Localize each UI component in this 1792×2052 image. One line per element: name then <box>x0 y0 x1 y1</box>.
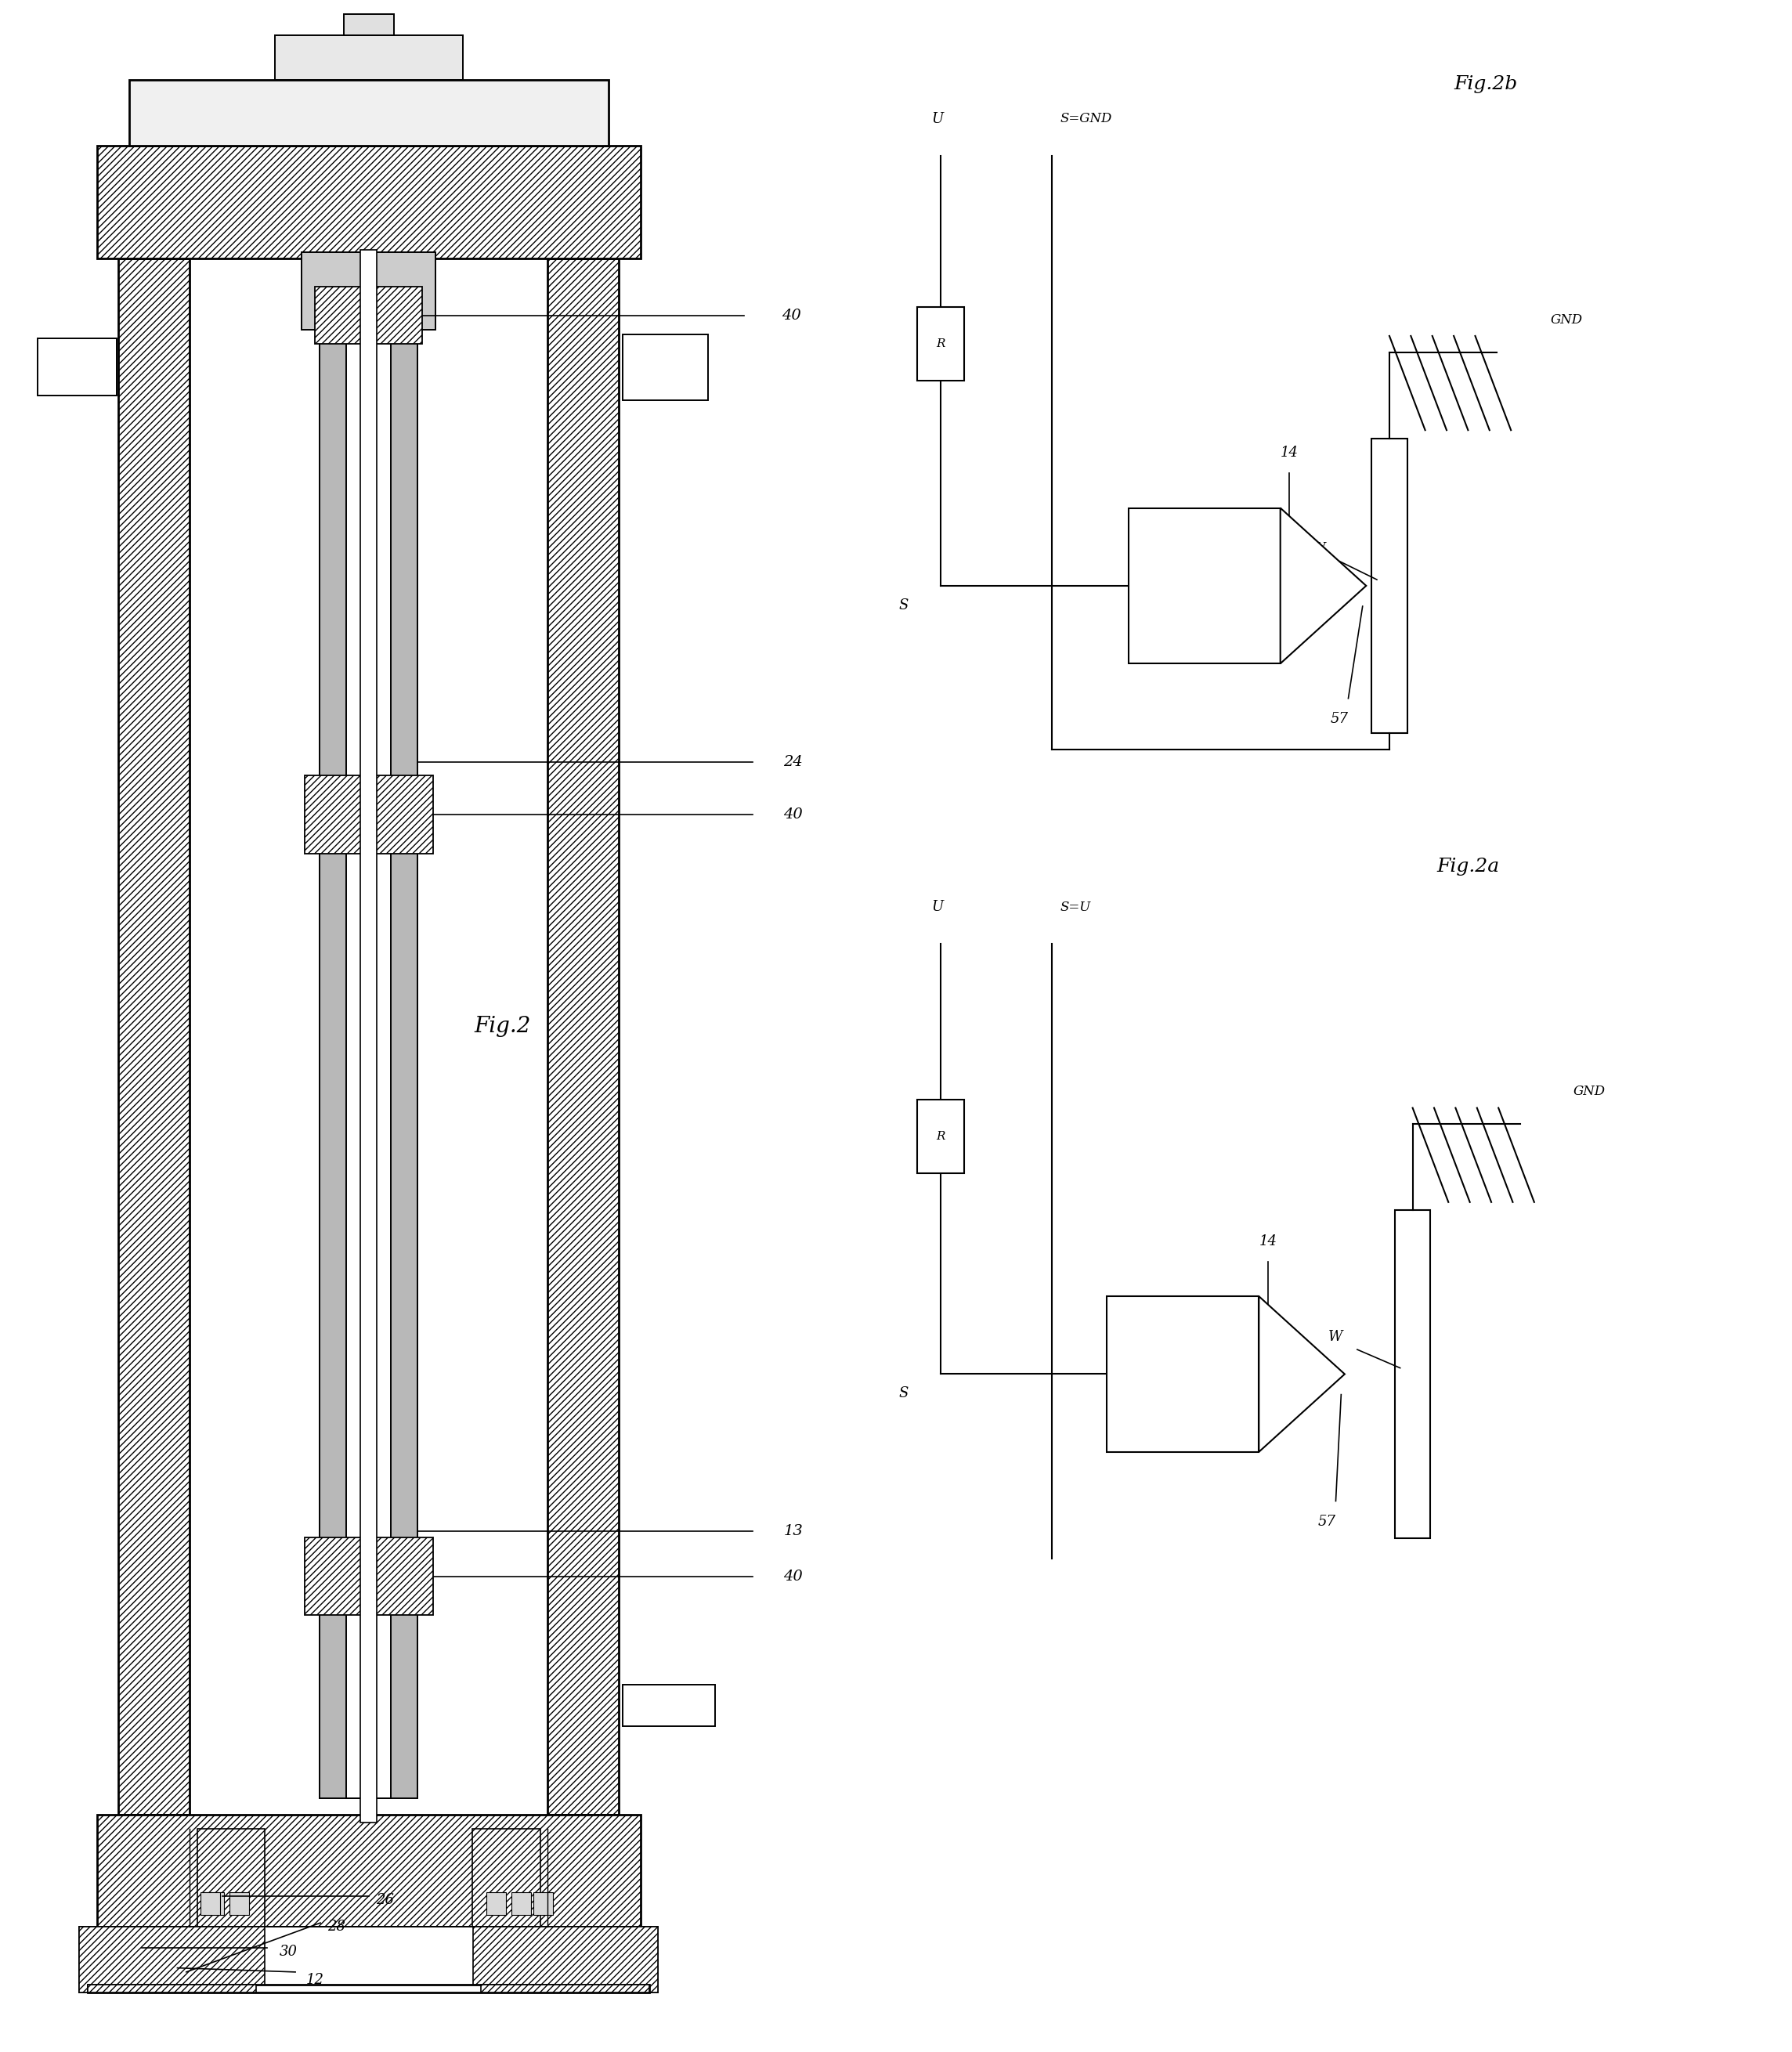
Bar <box>88 1984 256 1992</box>
Bar <box>346 275 391 1798</box>
Bar <box>118 259 190 1814</box>
Bar <box>1394 1211 1430 1537</box>
Bar <box>197 1828 265 1927</box>
Bar <box>344 14 394 35</box>
Text: W: W <box>1328 1330 1342 1344</box>
Text: Fig.2b: Fig.2b <box>1453 76 1518 92</box>
Bar <box>513 1892 530 1915</box>
Bar <box>487 1892 507 1915</box>
Bar <box>301 252 435 330</box>
Text: 13: 13 <box>783 1525 803 1539</box>
Text: 24: 24 <box>783 755 803 770</box>
Bar <box>88 1984 649 1992</box>
Bar <box>622 1685 715 1726</box>
Bar <box>918 308 964 382</box>
Text: S: S <box>900 1387 909 1399</box>
Text: Fig.2a: Fig.2a <box>1437 858 1500 876</box>
Bar <box>38 339 116 396</box>
Text: Fig.2: Fig.2 <box>475 1016 530 1036</box>
Text: 14: 14 <box>1279 445 1297 460</box>
Text: GND: GND <box>1550 312 1582 326</box>
Text: GND: GND <box>1573 1086 1606 1098</box>
Bar <box>229 1892 249 1915</box>
Bar <box>1107 1297 1260 1453</box>
Bar <box>532 1892 552 1915</box>
Text: 40: 40 <box>781 308 801 322</box>
Bar <box>97 1814 640 1927</box>
Text: R: R <box>935 339 944 349</box>
Bar <box>473 1828 539 1927</box>
Text: W: W <box>1310 542 1324 556</box>
Text: 14: 14 <box>1258 1233 1278 1248</box>
Text: S=U: S=U <box>1061 901 1091 913</box>
Bar <box>305 776 434 854</box>
Text: U: U <box>932 113 943 125</box>
Text: 28: 28 <box>328 1921 346 1935</box>
Bar <box>1371 439 1407 733</box>
Text: 12: 12 <box>306 1974 324 1986</box>
Text: 26: 26 <box>376 1894 394 1908</box>
Bar <box>79 1927 658 1992</box>
Text: 30: 30 <box>280 1945 297 1958</box>
Bar <box>97 146 640 259</box>
Bar <box>480 1984 649 1992</box>
Polygon shape <box>1279 509 1366 663</box>
Text: 57: 57 <box>1317 1514 1335 1529</box>
Bar <box>547 259 618 1814</box>
Bar <box>129 80 607 146</box>
Bar <box>918 1100 964 1174</box>
Bar <box>274 35 462 80</box>
Text: 40: 40 <box>783 808 803 821</box>
Bar <box>305 1537 434 1615</box>
Text: 57: 57 <box>1330 712 1348 726</box>
Text: R: R <box>935 1131 944 1143</box>
Bar <box>622 334 708 400</box>
Text: S: S <box>900 597 909 611</box>
Polygon shape <box>1260 1297 1344 1453</box>
Bar <box>360 250 376 1822</box>
Bar <box>315 287 423 345</box>
Bar <box>201 1892 220 1915</box>
Text: U: U <box>932 901 943 915</box>
Bar <box>319 275 418 1798</box>
Bar <box>79 1927 265 1992</box>
Bar <box>1129 509 1279 663</box>
Text: 40: 40 <box>783 1570 803 1584</box>
Bar <box>473 1927 658 1992</box>
Text: S=GND: S=GND <box>1061 113 1113 125</box>
Bar <box>204 1892 224 1915</box>
